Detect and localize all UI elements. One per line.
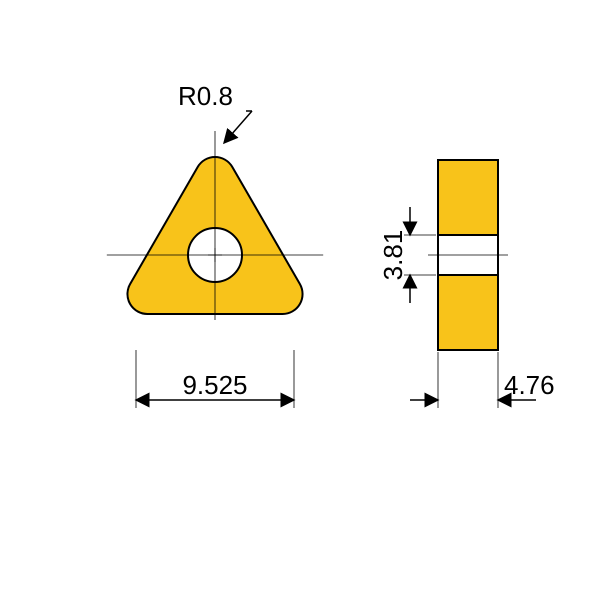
dim-381-label: 3.81 xyxy=(378,230,408,281)
radius-callout-label: R0.8 xyxy=(178,81,233,111)
side-view-bottom xyxy=(438,275,498,350)
dim-476-label: 4.76 xyxy=(504,370,555,400)
side-view-top xyxy=(438,160,498,235)
radius-callout-leader xyxy=(224,111,252,143)
dim-9525-label: 9.525 xyxy=(182,370,247,400)
